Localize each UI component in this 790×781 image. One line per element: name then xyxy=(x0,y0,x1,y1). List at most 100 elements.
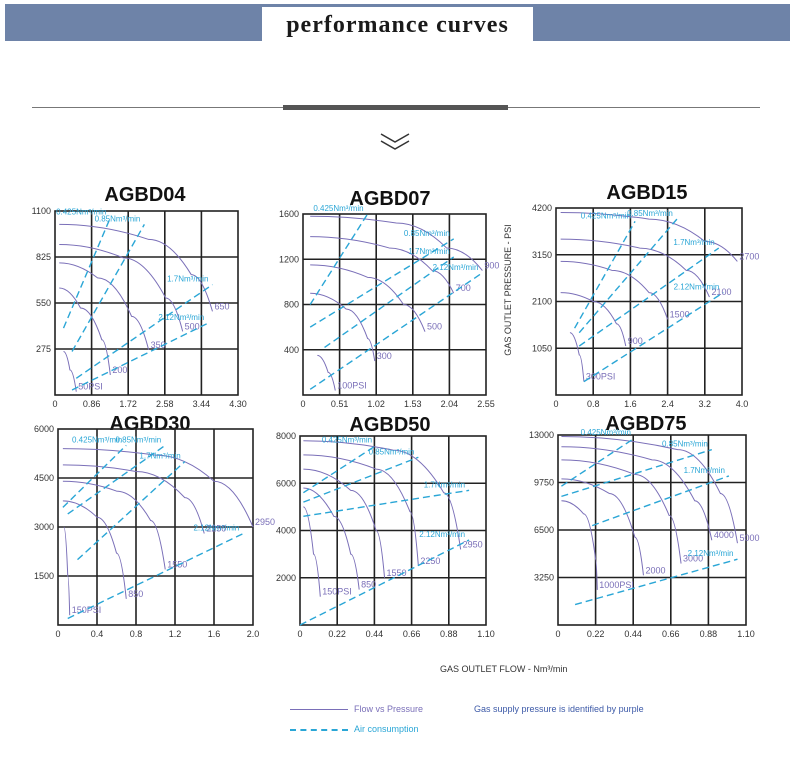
flow-curve-label: 700 xyxy=(456,283,471,293)
air-line xyxy=(71,322,209,391)
header-banner: performance curves xyxy=(5,4,790,41)
x-tick-label: 0 xyxy=(553,399,558,409)
divider-accent xyxy=(283,105,508,110)
y-tick-label: 800 xyxy=(284,300,299,310)
flow-curve-label: 650 xyxy=(214,301,229,311)
air-line-label: 0.85Nm³/min xyxy=(627,209,673,218)
flow-curve-label: 2000 xyxy=(645,565,665,575)
y-tick-label: 2000 xyxy=(276,573,296,583)
y-tick-label: 6000 xyxy=(34,424,54,434)
flow-curve xyxy=(561,446,713,541)
flow-curve xyxy=(59,287,111,375)
air-line xyxy=(583,292,724,383)
y-tick-label: 550 xyxy=(36,298,51,308)
air-line xyxy=(573,221,636,329)
air-line-label: 0.425Nm³/min xyxy=(72,435,122,444)
flow-curve xyxy=(560,292,627,347)
y-tick-label: 4200 xyxy=(532,203,552,213)
air-line xyxy=(77,461,186,561)
air-line xyxy=(578,247,720,347)
air-line xyxy=(71,224,145,352)
y-tick-label: 1050 xyxy=(532,343,552,353)
flow-curve-label: 2250 xyxy=(420,556,440,566)
y-tick-label: 8000 xyxy=(276,431,296,441)
y-tick-label: 825 xyxy=(36,252,51,262)
flow-curve-label: 1500 xyxy=(670,309,690,319)
flow-curve-label: 2700 xyxy=(739,251,759,261)
flow-curve-label: 150PSI xyxy=(72,605,102,615)
flow-curve-label: 500 xyxy=(427,322,442,332)
flow-curve xyxy=(561,500,598,590)
x-tick-label: 1.10 xyxy=(477,629,495,639)
x-tick-label: 0.22 xyxy=(328,629,346,639)
air-line xyxy=(303,489,470,518)
flow-curve-label: 300 xyxy=(377,351,392,361)
flow-curve xyxy=(561,478,644,576)
flow-curve-label: 2250 xyxy=(206,524,226,534)
flow-curve-label: 2950 xyxy=(255,517,275,527)
flow-curve-label: 350 xyxy=(151,340,166,350)
y-tick-label: 2100 xyxy=(532,297,552,307)
air-line-label: 0.85Nm³/min xyxy=(369,447,415,456)
x-tick-label: 0 xyxy=(297,629,302,639)
x-tick-label: 0 xyxy=(555,629,560,639)
air-line xyxy=(309,213,369,305)
flow-curve xyxy=(63,351,77,392)
y-tick-label: 1200 xyxy=(279,254,299,264)
x-tick-label: 0 xyxy=(55,629,60,639)
flow-curve-label: 200 xyxy=(112,365,127,375)
y-tick-label: 3150 xyxy=(532,250,552,260)
flow-curve-label: 4000 xyxy=(714,530,734,540)
air-line xyxy=(67,444,166,515)
flow-curve xyxy=(561,435,738,544)
flow-curve-label: 150PSI xyxy=(322,587,352,597)
flow-curve-label: 5000 xyxy=(739,533,759,543)
flow-curve xyxy=(303,487,360,590)
air-line xyxy=(574,558,738,606)
x-tick-label: 0.22 xyxy=(587,629,605,639)
y-tick-label: 4000 xyxy=(276,526,296,536)
air-line xyxy=(303,444,377,494)
air-line xyxy=(561,437,636,487)
flow-curve xyxy=(59,262,150,350)
flow-curve-label: 2100 xyxy=(711,287,731,297)
flow-curve-label: 500 xyxy=(185,321,200,331)
flow-curve xyxy=(310,215,483,271)
air-line-label: 2.12Nm³/min xyxy=(688,549,734,558)
y-tick-label: 13000 xyxy=(529,430,554,440)
flow-curve xyxy=(317,354,336,391)
flow-curve xyxy=(310,236,455,294)
y-tick-label: 275 xyxy=(36,344,51,354)
x-tick-label: 3.2 xyxy=(699,399,712,409)
y-tick-label: 3250 xyxy=(534,573,554,583)
x-tick-label: 2.55 xyxy=(477,399,495,409)
y-tick-label: 9750 xyxy=(534,478,554,488)
air-line-label: 1.7Nm³/min xyxy=(408,247,449,256)
air-line-label: 1.7Nm³/min xyxy=(424,480,465,489)
air-line-label: 0.425Nm³/min xyxy=(56,208,106,217)
flow-curve xyxy=(569,332,585,382)
flow-curve-label: 850 xyxy=(361,580,376,590)
x-tick-label: 1.6 xyxy=(624,399,637,409)
x-tick-label: 2.04 xyxy=(441,399,459,409)
x-tick-label: 0.8 xyxy=(130,629,143,639)
air-line-label: 2.12Nm³/min xyxy=(193,524,239,533)
air-line xyxy=(309,238,455,328)
flow-curve xyxy=(310,292,376,362)
x-tick-label: 0.86 xyxy=(83,399,101,409)
x-tick-label: 4.30 xyxy=(229,399,247,409)
chart-title: AGBD04 xyxy=(104,184,186,206)
air-line-label: 1.7Nm³/min xyxy=(167,275,208,284)
flow-curve xyxy=(303,506,321,597)
flow-curve xyxy=(62,480,166,570)
flow-curve xyxy=(303,454,419,566)
air-line-label: 0.85Nm³/min xyxy=(662,440,708,449)
x-tick-label: 1.6 xyxy=(208,629,221,639)
y-axis-label: GAS OUTLET PRESSURE - PSI xyxy=(503,224,513,355)
flow-curve xyxy=(62,448,254,528)
air-line xyxy=(62,444,127,508)
flow-curve xyxy=(303,440,462,550)
x-tick-label: 0 xyxy=(300,399,305,409)
air-line-label: 0.85Nm³/min xyxy=(115,435,161,444)
